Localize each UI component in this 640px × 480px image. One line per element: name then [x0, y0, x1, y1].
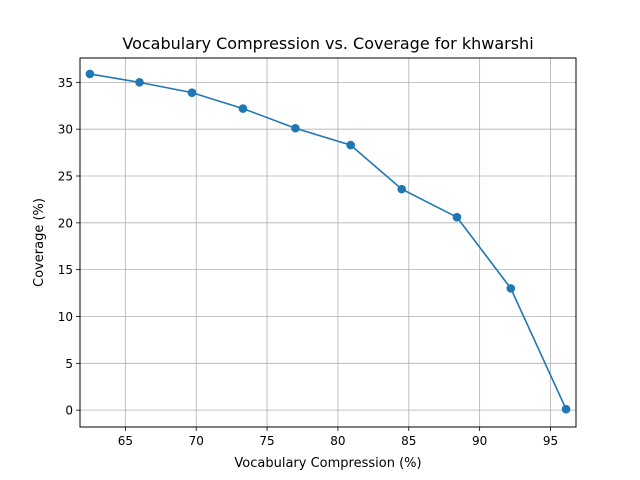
- plot-frame: [79, 57, 577, 428]
- data-point: [506, 284, 516, 293]
- x-tick-label: 70: [189, 434, 204, 448]
- grid-lines: [80, 58, 576, 427]
- series-line: [89, 73, 567, 410]
- data-point: [397, 184, 406, 194]
- x-tick-label: 90: [472, 434, 487, 448]
- y-tick-label: 15: [58, 263, 73, 277]
- y-tick-label: 5: [65, 357, 73, 371]
- x-tick-label: 75: [259, 434, 274, 448]
- data-point: [85, 69, 95, 79]
- y-tick-label: 35: [58, 76, 73, 90]
- x-tick-label: 85: [401, 434, 416, 448]
- data-point: [561, 404, 571, 414]
- axis-ticks: 65 70 75 80 85 90 95 0 5 10 15 20 25 30 35: [58, 76, 558, 448]
- y-tick-label: 20: [58, 216, 73, 230]
- data-point: [452, 212, 462, 222]
- chart-title: Vocabulary Compression vs. Coverage for …: [122, 34, 533, 53]
- x-tick-label: 80: [330, 434, 345, 448]
- data-series: [85, 69, 571, 414]
- data-point: [187, 88, 197, 97]
- y-axis-label: Coverage (%): [32, 198, 47, 287]
- y-tick-label: 30: [58, 123, 73, 137]
- data-point: [135, 78, 144, 87]
- data-point: [346, 140, 355, 150]
- x-tick-label: 65: [118, 434, 133, 448]
- plot-area: [80, 58, 576, 427]
- x-axis-label: Vocabulary Compression (%): [234, 456, 421, 471]
- data-point: [238, 104, 248, 113]
- data-point: [291, 123, 300, 133]
- y-tick-label: 0: [65, 404, 73, 418]
- y-tick-label: 25: [58, 170, 73, 184]
- x-tick-label: 95: [543, 434, 558, 448]
- y-tick-label: 10: [58, 310, 73, 324]
